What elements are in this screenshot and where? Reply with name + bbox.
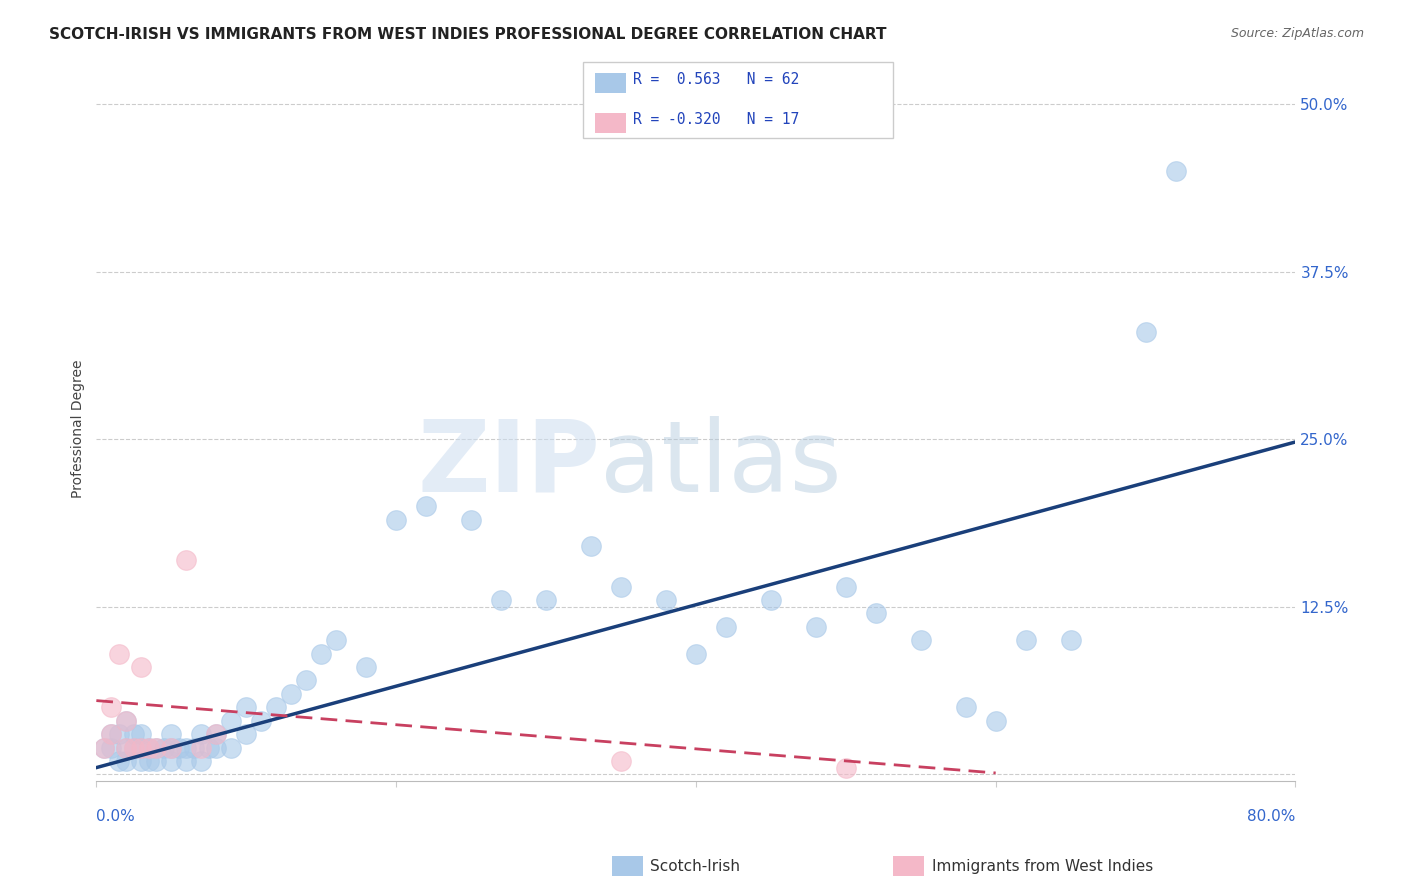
- Point: [160, 740, 183, 755]
- Point: [183, 740, 205, 755]
- Point: [131, 754, 153, 768]
- Point: [131, 727, 153, 741]
- Point: [145, 740, 167, 755]
- Point: [174, 553, 197, 567]
- Point: [219, 714, 242, 728]
- Point: [910, 633, 932, 648]
- Point: [280, 687, 302, 701]
- Point: [100, 700, 122, 714]
- Point: [197, 740, 219, 755]
- Text: Scotch-Irish: Scotch-Irish: [650, 859, 740, 873]
- Point: [115, 714, 138, 728]
- Text: R = -0.320   N = 17: R = -0.320 N = 17: [633, 112, 799, 127]
- Text: atlas: atlas: [600, 416, 842, 513]
- Point: [655, 593, 678, 607]
- Point: [610, 580, 633, 594]
- Point: [1135, 325, 1157, 339]
- Point: [108, 727, 131, 741]
- Point: [160, 727, 183, 741]
- Point: [190, 727, 212, 741]
- Point: [1164, 164, 1187, 178]
- Point: [100, 740, 122, 755]
- Point: [219, 740, 242, 755]
- Point: [131, 660, 153, 674]
- Point: [385, 513, 408, 527]
- Point: [138, 754, 160, 768]
- Point: [93, 740, 115, 755]
- Point: [145, 754, 167, 768]
- Text: R =  0.563   N = 62: R = 0.563 N = 62: [633, 72, 799, 87]
- Point: [835, 761, 858, 775]
- Text: 0.0%: 0.0%: [97, 809, 135, 824]
- Text: Immigrants from West Indies: Immigrants from West Indies: [932, 859, 1153, 873]
- Y-axis label: Professional Degree: Professional Degree: [72, 360, 86, 499]
- Text: Source: ZipAtlas.com: Source: ZipAtlas.com: [1230, 27, 1364, 40]
- Point: [108, 647, 131, 661]
- Point: [984, 714, 1007, 728]
- Point: [235, 700, 257, 714]
- Point: [138, 740, 160, 755]
- Point: [955, 700, 977, 714]
- Point: [100, 727, 122, 741]
- Point: [759, 593, 782, 607]
- Point: [685, 647, 707, 661]
- Point: [309, 647, 332, 661]
- Point: [115, 754, 138, 768]
- Point: [190, 754, 212, 768]
- Point: [145, 740, 167, 755]
- Point: [131, 740, 153, 755]
- Point: [235, 727, 257, 741]
- Point: [138, 740, 160, 755]
- Point: [610, 754, 633, 768]
- Text: SCOTCH-IRISH VS IMMIGRANTS FROM WEST INDIES PROFESSIONAL DEGREE CORRELATION CHAR: SCOTCH-IRISH VS IMMIGRANTS FROM WEST IND…: [49, 27, 887, 42]
- Point: [460, 513, 482, 527]
- Point: [122, 740, 145, 755]
- Point: [205, 740, 228, 755]
- Point: [108, 754, 131, 768]
- Point: [354, 660, 377, 674]
- Point: [153, 740, 176, 755]
- Point: [579, 540, 602, 554]
- Point: [865, 607, 887, 621]
- Point: [122, 727, 145, 741]
- Point: [1014, 633, 1036, 648]
- Point: [205, 727, 228, 741]
- Point: [131, 740, 153, 755]
- Point: [174, 740, 197, 755]
- Point: [264, 700, 287, 714]
- Text: 80.0%: 80.0%: [1247, 809, 1295, 824]
- Point: [1059, 633, 1081, 648]
- Point: [174, 754, 197, 768]
- Point: [295, 673, 318, 688]
- Point: [115, 714, 138, 728]
- Point: [190, 740, 212, 755]
- Point: [714, 620, 737, 634]
- Point: [167, 740, 190, 755]
- Point: [160, 754, 183, 768]
- Point: [534, 593, 557, 607]
- Point: [160, 740, 183, 755]
- Point: [835, 580, 858, 594]
- Point: [804, 620, 827, 634]
- Point: [205, 727, 228, 741]
- Point: [122, 740, 145, 755]
- Text: ZIP: ZIP: [418, 416, 600, 513]
- Point: [100, 727, 122, 741]
- Point: [415, 500, 437, 514]
- Point: [115, 740, 138, 755]
- Point: [489, 593, 512, 607]
- Point: [115, 740, 138, 755]
- Point: [325, 633, 347, 648]
- Point: [250, 714, 273, 728]
- Point: [93, 740, 115, 755]
